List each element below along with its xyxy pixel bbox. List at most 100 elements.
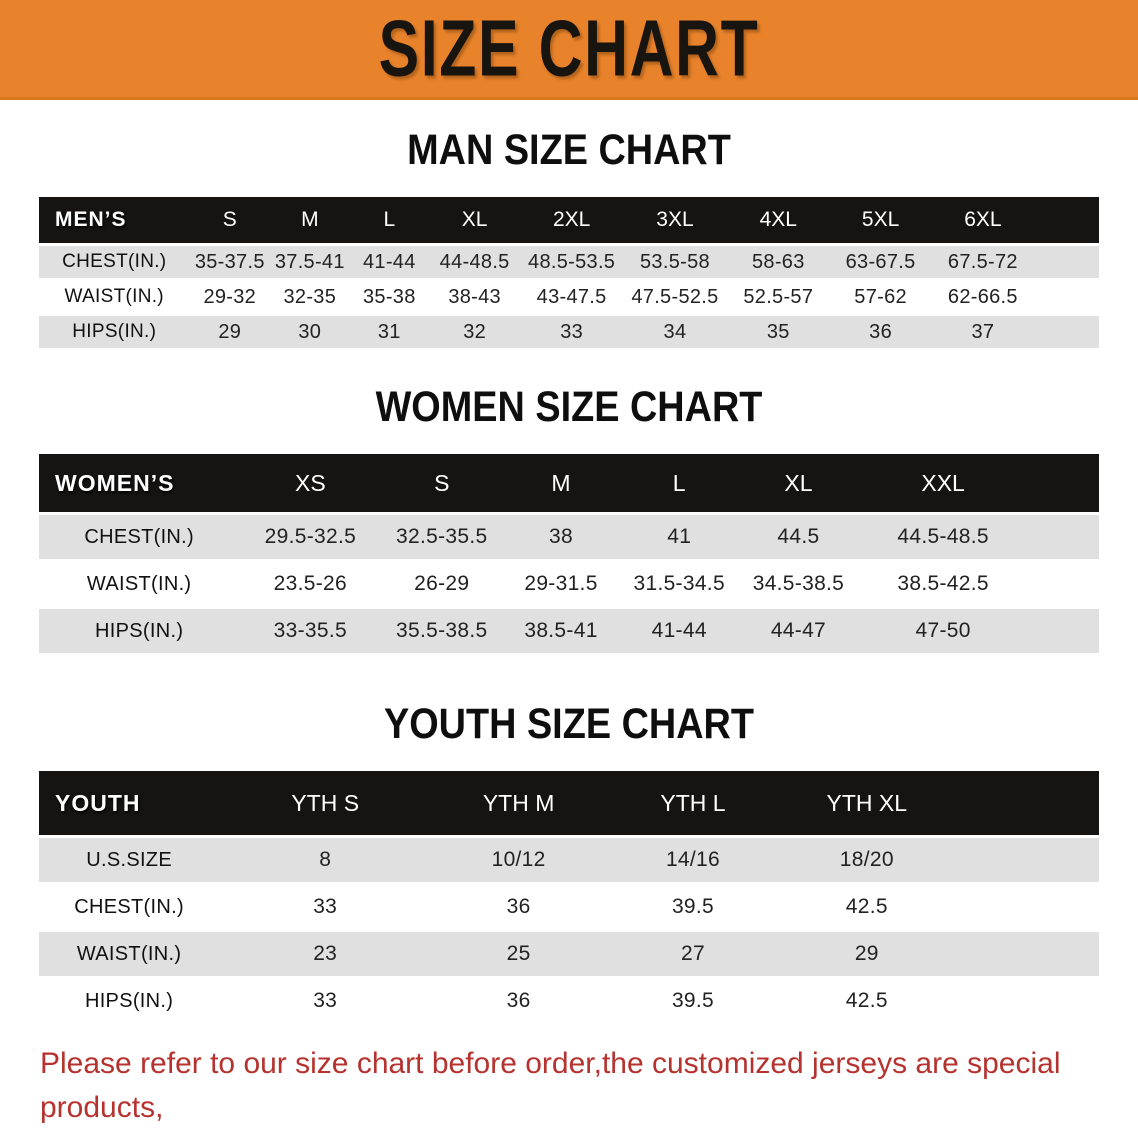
size-cell: 43-47.5 xyxy=(536,285,607,308)
women-section-heading: WOMEN SIZE CHART xyxy=(375,383,763,431)
size-cell: 39.5 xyxy=(671,989,715,1012)
size-cell: 23.5-26 xyxy=(273,572,347,595)
women-size-column: XL xyxy=(784,469,813,496)
size-cell: 18/20 xyxy=(839,848,894,871)
size-cell: 36 xyxy=(869,320,893,343)
women-size-column: S xyxy=(434,469,450,496)
row-label: HIPS(IN.) xyxy=(84,989,174,1012)
women-waist-row: WAIST(IN.) 23.5-26 26-29 29-31.5 31.5-34… xyxy=(39,562,1099,606)
size-cell: 36 xyxy=(506,989,531,1012)
size-cell: 31.5-34.5 xyxy=(633,572,725,595)
size-cell: 33 xyxy=(313,895,338,918)
row-label: WAIST(IN.) xyxy=(86,572,192,595)
spacer-cell xyxy=(954,885,1099,929)
men-size-column: 5XL xyxy=(861,208,900,231)
banner-title: SIZE CHART xyxy=(378,3,760,93)
spacer-cell xyxy=(954,771,1099,835)
size-cell: 34 xyxy=(663,320,687,343)
size-cell: 67.5-72 xyxy=(947,250,1018,273)
size-cell: 38.5-42.5 xyxy=(897,572,989,595)
size-cell: 8 xyxy=(319,848,332,871)
size-cell: 47-50 xyxy=(915,619,971,642)
size-cell: 23 xyxy=(313,942,338,965)
size-cell: 41-44 xyxy=(651,619,707,642)
spacer-cell xyxy=(1028,562,1099,606)
size-cell: 41-44 xyxy=(362,250,416,273)
row-label: WAIST(IN.) xyxy=(76,942,182,965)
men-size-column: 4XL xyxy=(759,208,797,231)
spacer-cell xyxy=(954,838,1099,882)
row-label: CHEST(IN.) xyxy=(62,251,167,272)
size-cell: 37.5-41 xyxy=(274,250,345,273)
row-label: HIPS(IN.) xyxy=(72,321,157,342)
size-cell: 33 xyxy=(313,989,338,1012)
spacer-cell xyxy=(954,932,1099,976)
youth-chest-row: CHEST(IN.) 33 36 39.5 42.5 xyxy=(39,885,1099,929)
youth-size-table: YOUTH YTH S YTH M YTH L YTH XL U.S.SIZE … xyxy=(39,768,1099,1026)
size-cell: 39.5 xyxy=(671,895,715,918)
size-cell: 14/16 xyxy=(665,848,721,871)
size-cell: 29 xyxy=(854,942,879,965)
row-label: CHEST(IN.) xyxy=(74,895,184,918)
youth-hips-row: HIPS(IN.) 33 36 39.5 42.5 xyxy=(39,979,1099,1023)
size-cell: 48.5-53.5 xyxy=(528,250,616,273)
size-cell: 35.5-38.5 xyxy=(396,619,488,642)
size-cell: 32-35 xyxy=(283,285,337,308)
size-cell: 38 xyxy=(549,525,573,548)
men-size-column: 6XL xyxy=(964,208,1002,231)
youth-size-column: YTH M xyxy=(482,789,555,816)
spacer-cell xyxy=(1028,454,1099,512)
women-size-table: WOMEN’S XS S M L XL XXL CHEST(IN.) 29.5-… xyxy=(39,451,1099,656)
spacer-cell xyxy=(1034,246,1099,278)
size-cell: 37 xyxy=(971,320,995,343)
size-cell: 57-62 xyxy=(854,285,907,308)
youth-header-row: YOUTH YTH S YTH M YTH L YTH XL xyxy=(39,771,1099,835)
size-cell: 27 xyxy=(681,942,705,965)
size-cell: 30 xyxy=(298,320,322,343)
men-size-column: 2XL xyxy=(552,208,591,231)
men-size-column: M xyxy=(301,208,319,231)
women-header-row: WOMEN’S XS S M L XL XXL xyxy=(39,454,1099,512)
size-cell: 44.5 xyxy=(777,525,820,548)
size-cell: 44-48.5 xyxy=(439,250,510,273)
size-cell: 35-37.5 xyxy=(194,250,265,273)
row-label: HIPS(IN.) xyxy=(95,619,184,642)
size-chart-banner: SIZE CHART xyxy=(0,0,1138,100)
order-policy-note: Please refer to our size chart before or… xyxy=(40,1042,1108,1132)
size-cell: 44.5-48.5 xyxy=(897,525,989,548)
row-label: U.S.SIZE xyxy=(86,848,172,871)
size-cell: 25 xyxy=(506,942,531,965)
men-section-heading: MAN SIZE CHART xyxy=(407,126,731,174)
women-table-label: WOMEN’S xyxy=(55,469,175,496)
men-size-column: L xyxy=(383,208,396,231)
size-cell: 35 xyxy=(766,320,790,343)
size-cell: 29.5-32.5 xyxy=(264,525,357,548)
spacer-cell xyxy=(1028,609,1099,653)
youth-ussize-row: U.S.SIZE 8 10/12 14/16 18/20 xyxy=(39,838,1099,882)
size-cell: 35-38 xyxy=(362,285,416,308)
women-size-column: M xyxy=(551,469,571,496)
youth-section-heading: YOUTH SIZE CHART xyxy=(383,700,754,748)
youth-size-column: YTH S xyxy=(291,789,360,816)
size-cell: 38.5-41 xyxy=(524,619,598,642)
men-size-column: S xyxy=(222,208,237,231)
size-cell: 42.5 xyxy=(845,895,888,918)
men-size-table: MEN’S S M L XL 2XL 3XL 4XL 5XL 6XL CHEST… xyxy=(39,194,1099,351)
row-label: CHEST(IN.) xyxy=(84,525,194,548)
size-cell: 36 xyxy=(506,895,531,918)
spacer-cell xyxy=(1034,316,1099,348)
order-policy-line-1: Please refer to our size chart before or… xyxy=(40,1047,1061,1124)
size-cell: 63-67.5 xyxy=(845,250,916,273)
size-cell: 44-47 xyxy=(770,619,827,642)
spacer-cell xyxy=(954,979,1099,1023)
size-cell: 53.5-58 xyxy=(640,250,710,273)
youth-waist-row: WAIST(IN.) 23 25 27 29 xyxy=(39,932,1099,976)
size-cell: 29 xyxy=(218,320,242,343)
women-hips-row: HIPS(IN.) 33-35.5 35.5-38.5 38.5-41 41-4… xyxy=(39,609,1099,653)
women-size-column: XS xyxy=(295,469,326,496)
spacer-cell xyxy=(1028,515,1099,559)
size-cell: 32 xyxy=(463,320,487,343)
size-cell: 10/12 xyxy=(491,848,546,871)
men-table-label: MEN’S xyxy=(55,208,127,231)
youth-table-label: YOUTH xyxy=(55,789,141,816)
